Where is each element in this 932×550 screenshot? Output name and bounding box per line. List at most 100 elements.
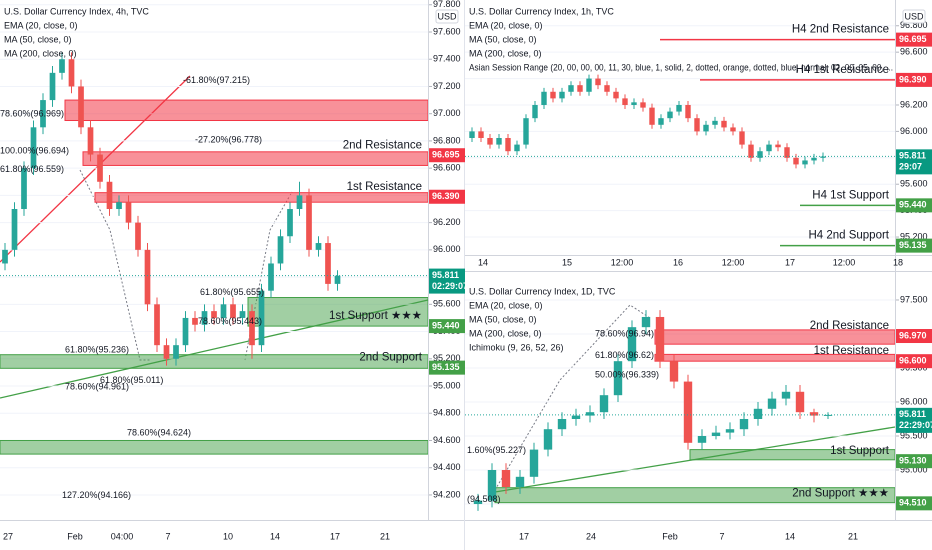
y-tick-label: 95.000 [433,380,461,390]
price-box-label: 95.130 [899,456,927,466]
indicator-label: EMA (20, close, 0) [4,20,78,30]
chart-panel: 78.60%(96.94) 61.80%(96.62) 50.00%(96.339)… [465,286,932,541]
candle-body [277,236,284,264]
candle-body [683,381,693,443]
price-zone [247,297,428,327]
fib-label: 61.80%(95.655) [200,287,264,297]
x-tick-label: 18 [893,257,903,267]
price-box [896,238,932,253]
candle-body [599,395,609,413]
candle-body [784,147,790,158]
y-tick-label: 97.500 [900,294,928,304]
candle-body [529,449,539,477]
y-tick-label: 96.000 [900,126,928,136]
candle-body [211,311,217,318]
candle-body [795,391,805,413]
price-box-label: 95.135 [899,240,927,250]
candle-body [739,418,749,430]
candle-body [30,127,37,169]
y-tick-label: 95.600 [433,299,461,309]
plot-area [465,25,895,238]
x-tick-label: 17 [330,531,340,541]
countdown: 29:07 [899,162,922,172]
candle-body [585,412,595,416]
fib-label: 61.80%(95.236) [65,344,129,354]
indicator-label: EMA (20, close, 0) [469,300,543,310]
y-tick-label: 96.600 [900,47,928,57]
candle-body [694,118,700,132]
y-tick-label: 95.600 [900,179,928,189]
level-label: 1st Support [830,445,890,457]
y-tick-label: 96.200 [433,217,461,227]
candle-body [315,243,322,250]
price-box [896,329,932,344]
price-box [896,354,932,369]
candle-body [106,181,113,210]
candle-body [220,304,227,318]
fib-label: 100.00%(96.694) [0,146,69,156]
chart-panel: 95.20095.40095.60095.80096.00096.20096.4… [465,6,932,267]
candle-body [296,195,303,210]
y-tick-label: 97.600 [433,26,461,36]
candle-body [613,361,623,396]
candle-body [532,104,538,119]
x-tick-label: 17 [519,531,529,541]
candle-body [640,102,646,108]
y-tick-label: 94.800 [433,408,461,418]
price-zone [94,192,428,203]
x-tick-label: 17 [785,257,795,267]
candle-body [641,316,651,328]
price-box-label: 95.440 [432,320,460,330]
candle-body [515,476,525,488]
x-tick-label: 27 [3,531,13,541]
fib-label: 78.60%(94.961) [65,382,129,392]
y-tick-label: 95.200 [433,353,461,363]
fib-label: 127.20%(94.166) [62,490,131,500]
candle-body [68,59,75,87]
candle-body [781,391,791,399]
x-tick-label: Feb [67,531,83,541]
candle-body [586,78,592,92]
candle-body [823,414,833,416]
x-tick-label: 12:00 [833,257,856,267]
candle-body [21,168,27,210]
indicator-label: MA (50, close, 0) [469,314,537,324]
price-box-label: 95.440 [899,200,927,210]
level-label: 1st Resistance [814,345,889,357]
x-tick-label: 15 [562,257,572,267]
candle-body [249,311,255,346]
level-label: H4 2nd Resistance [792,24,889,36]
level-label: 1st Resistance [347,181,422,193]
y-tick-label: 94.400 [433,462,461,472]
candle-body [97,154,103,182]
y-tick-label: 97.000 [433,108,461,118]
candle-body [669,361,679,382]
x-tick-label: Feb [662,531,678,541]
candle-body [59,59,65,73]
candle-body [725,429,735,433]
fib-label: 1.60%(95.227) [467,445,526,455]
indicator-label: MA (50, close, 0) [469,34,537,44]
candle-body [125,202,132,223]
candle-body [685,104,691,119]
x-tick-label: 16 [673,257,683,267]
indicator-label: MA (50, close, 0) [4,34,72,44]
level-label: 2nd Support [359,352,422,364]
candle-body [595,78,601,86]
y-tick-label: 96.600 [433,163,461,173]
candle-body [809,412,819,416]
y-tick-label: 97.200 [433,81,461,91]
countdown: 22:29:07 [899,420,932,430]
indicator-label: Ichimoku (9, 26, 52, 26) [469,342,564,352]
candle-body [613,91,619,99]
price-zone [0,354,428,369]
candle-body [604,85,610,92]
last-price-box [429,268,465,294]
candle-body [658,118,664,125]
y-tick-label: 96.800 [433,135,461,145]
price-box-label: 96.390 [432,191,460,201]
price-box [896,32,932,47]
candle-body [655,316,665,362]
y-tick-label: 95.500 [900,430,928,440]
candle-body [487,137,493,145]
